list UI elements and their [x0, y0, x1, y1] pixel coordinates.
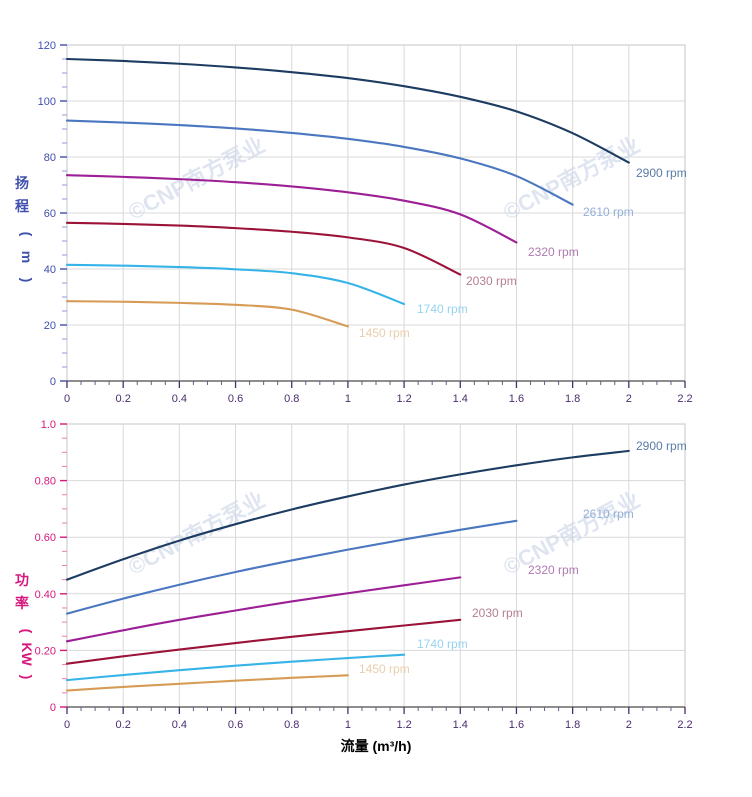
y-axis-tick-label: 40 — [44, 264, 56, 276]
x-axis-tick-label: 2 — [626, 393, 632, 405]
x-axis-tick-label: 0 — [64, 719, 70, 731]
y-axis-tick-label: 1.0 — [41, 419, 56, 431]
y-axis-tick-label: 100 — [38, 96, 56, 108]
x-axis-tick-label: 0.6 — [228, 393, 243, 405]
series-label-2900-rpm: 2900 rpm — [636, 439, 687, 453]
curve-1450-rpm — [65, 674, 349, 692]
series-label-1450-rpm: 1450 rpm — [359, 326, 410, 340]
x-axis-tick-label: 0 — [64, 393, 70, 405]
series-label-1450-rpm: 1450 rpm — [359, 662, 410, 676]
y-axis-title-char: 率 — [15, 595, 29, 611]
y-axis-title-char: KW — [19, 642, 35, 666]
x-axis-title: 流量 (m³/h) — [341, 738, 412, 754]
y-axis-tick-label: 80 — [44, 152, 56, 164]
y-axis-title-char: ) — [19, 675, 35, 680]
curve-2030-rpm — [65, 221, 462, 276]
x-axis-tick-label: 1 — [345, 393, 351, 405]
x-axis-tick-label: 1.6 — [509, 393, 524, 405]
y-axis-tick-label: 0 — [50, 702, 56, 714]
x-axis-tick-label: 2 — [626, 719, 632, 731]
y-axis-tick-label: 0.80 — [35, 476, 56, 488]
y-axis-title-char: ( — [19, 629, 35, 634]
curve-2900-rpm — [65, 57, 630, 164]
x-axis-tick-label: 1.4 — [453, 719, 468, 731]
curve-1740-rpm — [65, 653, 406, 682]
x-axis-tick-label: 1.8 — [565, 719, 580, 731]
x-axis-tick-label: 1.2 — [396, 719, 411, 731]
y-axis-title-char: ) — [19, 278, 35, 283]
y-axis-tick-label: 0.60 — [35, 532, 56, 544]
y-axis-title-char: ( — [19, 232, 35, 237]
series-label-2030-rpm: 2030 rpm — [466, 274, 517, 288]
curve-2320-rpm — [65, 576, 462, 643]
y-axis-tick-label: 60 — [44, 208, 56, 220]
y-axis-title-char: 功 — [15, 572, 29, 588]
x-axis-tick-label: 0.4 — [172, 719, 187, 731]
x-axis-tick-label: 0.2 — [116, 719, 131, 731]
x-axis-tick-label: 1.6 — [509, 719, 524, 731]
series-label-2320-rpm: 2320 rpm — [528, 563, 579, 577]
curve-1450-rpm — [65, 300, 349, 328]
y-axis-tick-label: 0 — [50, 376, 56, 388]
series-label-2320-rpm: 2320 rpm — [528, 245, 579, 259]
series-label-2030-rpm: 2030 rpm — [472, 606, 523, 620]
series-label-2610-rpm: 2610 rpm — [583, 205, 634, 219]
x-axis-tick-label: 0.8 — [284, 719, 299, 731]
x-axis-tick-label: 0.8 — [284, 393, 299, 405]
y-axis-title-char: 扬 — [15, 175, 29, 191]
y-axis-tick-label: 0.40 — [35, 589, 56, 601]
x-axis-tick-label: 2.2 — [677, 719, 692, 731]
x-axis-tick-label: 0.6 — [228, 719, 243, 731]
curve-2900-rpm — [65, 449, 630, 581]
x-axis-tick-label: 2.2 — [677, 393, 692, 405]
y-axis-title-char: 程 — [15, 198, 29, 214]
series-label-1740-rpm: 1740 rpm — [417, 637, 468, 651]
x-axis-tick-label: 1.2 — [396, 393, 411, 405]
x-axis-tick-label: 1.4 — [453, 393, 468, 405]
x-axis-tick-label: 0.4 — [172, 393, 187, 405]
y-axis-tick-label: 120 — [38, 40, 56, 52]
curve-2610-rpm — [65, 119, 574, 206]
curve-2610-rpm — [65, 519, 518, 615]
series-label-2900-rpm: 2900 rpm — [636, 166, 687, 180]
y-axis-tick-label: 20 — [44, 320, 56, 332]
y-axis-title-char: m — [19, 251, 35, 263]
curve-1740-rpm — [65, 263, 406, 306]
series-label-1740-rpm: 1740 rpm — [417, 302, 468, 316]
y-axis-tick-label: 0.20 — [35, 645, 56, 657]
x-axis-tick-label: 1 — [345, 719, 351, 731]
x-axis-tick-label: 1.8 — [565, 393, 580, 405]
series-label-2610-rpm: 2610 rpm — [583, 507, 634, 521]
curve-2030-rpm — [65, 618, 462, 665]
watermark: ©CNP南方泵业 — [124, 487, 269, 580]
curve-2320-rpm — [65, 174, 518, 244]
x-axis-tick-label: 0.2 — [116, 393, 131, 405]
